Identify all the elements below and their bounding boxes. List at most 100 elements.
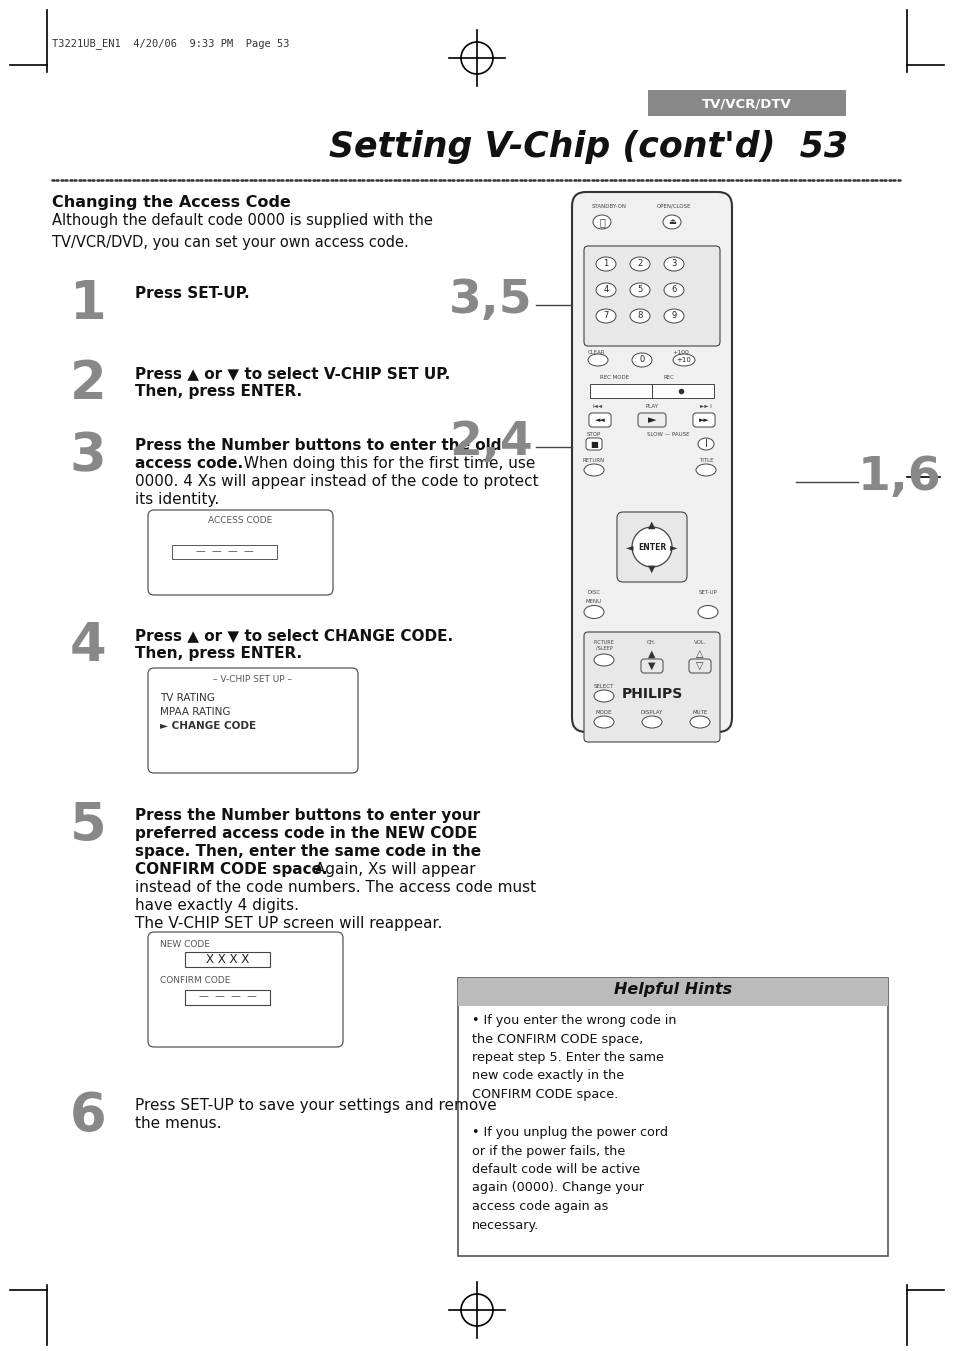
Text: SLOW — PAUSE: SLOW — PAUSE: [646, 432, 689, 436]
Text: CLEAR: CLEAR: [587, 350, 605, 355]
Text: have exactly 4 digits.: have exactly 4 digits.: [135, 898, 298, 913]
Text: ►: ►: [647, 415, 656, 426]
FancyBboxPatch shape: [148, 932, 343, 1047]
FancyBboxPatch shape: [617, 512, 686, 582]
Text: When doing this for the first time, use: When doing this for the first time, use: [239, 457, 535, 471]
Text: STOP: STOP: [586, 432, 600, 436]
Text: 2,4: 2,4: [449, 420, 533, 465]
Text: ►►: ►►: [698, 417, 709, 423]
Text: TITLE: TITLE: [698, 458, 713, 463]
Ellipse shape: [672, 354, 695, 366]
Text: 2: 2: [70, 358, 107, 409]
Ellipse shape: [698, 438, 713, 450]
Bar: [185, 952, 270, 967]
Text: 6: 6: [671, 285, 676, 295]
Text: PHILIPS: PHILIPS: [620, 688, 682, 701]
Text: ◄◄: ◄◄: [594, 417, 605, 423]
Text: RETURN: RETURN: [582, 458, 604, 463]
Text: OPEN/CLOSE: OPEN/CLOSE: [657, 204, 691, 209]
Text: I◄◄: I◄◄: [593, 404, 602, 409]
Ellipse shape: [587, 354, 607, 366]
FancyBboxPatch shape: [583, 632, 720, 742]
Text: TV RATING: TV RATING: [160, 693, 214, 703]
Text: +10: +10: [676, 357, 691, 363]
Text: ENTER: ENTER: [638, 543, 665, 551]
Ellipse shape: [641, 716, 661, 728]
Bar: [172, 544, 276, 559]
Text: 3: 3: [671, 259, 676, 269]
Ellipse shape: [663, 282, 683, 297]
FancyBboxPatch shape: [692, 413, 714, 427]
Text: access code.: access code.: [135, 457, 243, 471]
Text: PICTURE
/SLEEP: PICTURE /SLEEP: [593, 640, 614, 651]
Text: 6: 6: [70, 1090, 107, 1142]
Text: ▼: ▼: [648, 661, 655, 671]
Text: Setting V-Chip (cont'd)  53: Setting V-Chip (cont'd) 53: [329, 130, 847, 163]
Text: Press SET-UP.: Press SET-UP.: [135, 286, 250, 301]
Ellipse shape: [593, 215, 610, 230]
Text: 4: 4: [70, 620, 106, 671]
Text: TV/VCR/DTV: TV/VCR/DTV: [701, 97, 791, 111]
Text: • If you unplug the power cord
or if the power fails, the
default code will be a: • If you unplug the power cord or if the…: [472, 1125, 667, 1232]
Text: Then, press ENTER.: Then, press ENTER.: [135, 384, 302, 399]
Ellipse shape: [629, 282, 649, 297]
Bar: [647, 91, 845, 116]
Text: NEW CODE: NEW CODE: [160, 940, 210, 948]
Ellipse shape: [594, 716, 614, 728]
Ellipse shape: [583, 605, 603, 619]
Text: Press SET-UP to save your settings and remove: Press SET-UP to save your settings and r…: [135, 1098, 497, 1113]
Text: REC MODE: REC MODE: [599, 376, 628, 380]
Ellipse shape: [689, 716, 709, 728]
Bar: [457, 978, 887, 1006]
Text: MUTE: MUTE: [692, 711, 707, 715]
Ellipse shape: [663, 257, 683, 272]
FancyBboxPatch shape: [585, 438, 601, 450]
Text: Press ▲ or ▼ to select CHANGE CODE.: Press ▲ or ▼ to select CHANGE CODE.: [135, 628, 453, 643]
Bar: [185, 990, 270, 1005]
Text: MODE: MODE: [595, 711, 612, 715]
Text: ▽: ▽: [696, 661, 703, 671]
Text: DISC: DISC: [587, 590, 600, 594]
Text: 1: 1: [70, 278, 107, 330]
FancyBboxPatch shape: [588, 413, 610, 427]
FancyBboxPatch shape: [688, 659, 710, 673]
Text: ⏻: ⏻: [598, 218, 604, 227]
Text: 8: 8: [637, 312, 642, 320]
Ellipse shape: [596, 282, 616, 297]
Text: ◄: ◄: [625, 542, 633, 553]
Text: Helpful Hints: Helpful Hints: [614, 982, 731, 997]
Text: CH.: CH.: [646, 640, 656, 644]
Text: PLAY: PLAY: [645, 404, 658, 409]
Bar: [589, 384, 713, 399]
Text: DISPLAY: DISPLAY: [640, 711, 662, 715]
Text: 1: 1: [602, 259, 608, 269]
Text: Although the default code 0000 is supplied with the
TV/VCR/DVD, you can set your: Although the default code 0000 is suppli…: [52, 213, 433, 250]
Circle shape: [631, 527, 671, 567]
Text: 4: 4: [602, 285, 608, 295]
Text: Changing the Access Code: Changing the Access Code: [52, 195, 291, 209]
Text: – V-CHIP SET UP –: – V-CHIP SET UP –: [213, 676, 293, 684]
Text: SELECT: SELECT: [594, 684, 614, 689]
Text: 5: 5: [70, 800, 106, 852]
Ellipse shape: [596, 309, 616, 323]
Text: △: △: [696, 648, 703, 659]
Text: +100: +100: [671, 350, 688, 355]
Ellipse shape: [594, 654, 614, 666]
FancyBboxPatch shape: [572, 192, 731, 732]
Text: T3221UB_EN1  4/20/06  9:33 PM  Page 53: T3221UB_EN1 4/20/06 9:33 PM Page 53: [52, 38, 289, 49]
Text: ACCESS CODE: ACCESS CODE: [208, 516, 273, 526]
Text: ►: ►: [670, 542, 677, 553]
Text: VOL.: VOL.: [693, 640, 705, 644]
Text: X X X X: X X X X: [206, 952, 249, 966]
Text: 0: 0: [639, 355, 644, 365]
FancyBboxPatch shape: [640, 659, 662, 673]
Text: CONFIRM CODE: CONFIRM CODE: [160, 975, 230, 985]
Text: Press the Number buttons to enter your: Press the Number buttons to enter your: [135, 808, 479, 823]
Text: STANDBY-ON: STANDBY-ON: [592, 204, 626, 209]
Text: Again, Xs will appear: Again, Xs will appear: [310, 862, 476, 877]
Text: 7: 7: [602, 312, 608, 320]
Text: 1,6: 1,6: [857, 455, 941, 500]
Ellipse shape: [662, 215, 680, 230]
Text: Then, press ENTER.: Then, press ENTER.: [135, 646, 302, 661]
Text: 2: 2: [637, 259, 642, 269]
